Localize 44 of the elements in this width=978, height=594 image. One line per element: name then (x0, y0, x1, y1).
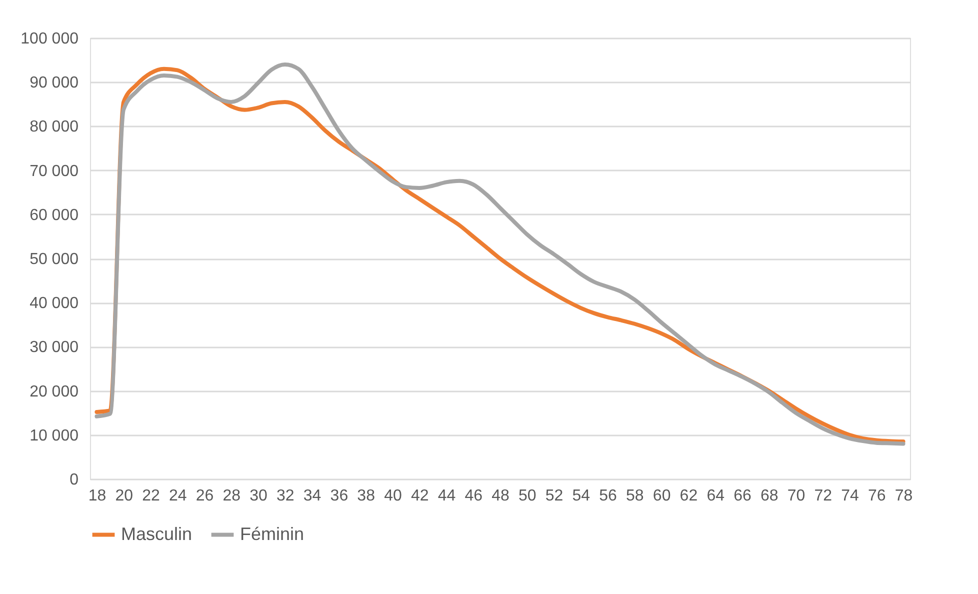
x-tick-label: 24 (168, 488, 187, 504)
x-tick-label: 72 (814, 488, 832, 504)
x-tick-label: 68 (760, 488, 778, 504)
x-tick-label: 32 (276, 488, 294, 504)
x-tick-label: 50 (518, 488, 536, 504)
x-tick-label: 78 (894, 488, 913, 504)
x-tick-label: 70 (787, 488, 806, 504)
x-tick-label: 44 (438, 488, 456, 504)
x-tick-label: 46 (464, 488, 483, 504)
x-tick-label: 48 (492, 488, 510, 504)
y-tick-label: 70 000 (30, 162, 79, 180)
x-tick-label: 74 (841, 488, 860, 504)
y-tick-label: 60 000 (30, 206, 79, 224)
y-tick-label: 80 000 (30, 118, 79, 136)
y-tick-label: 10 000 (30, 427, 79, 444)
x-tick-label: 66 (734, 488, 752, 504)
y-tick-label: 40 000 (30, 295, 79, 312)
x-tick-label: 58 (626, 488, 644, 504)
x-tick-label: 54 (572, 488, 590, 504)
x-tick-label: 64 (706, 488, 725, 504)
x-tick-label: 56 (599, 488, 618, 504)
x-tick-label: 22 (142, 488, 160, 504)
x-tick-label: 52 (545, 488, 564, 504)
x-tick-label: 62 (680, 488, 698, 504)
x-tick-label: 60 (652, 488, 671, 504)
y-tick-label: 0 (70, 472, 79, 488)
x-tick-label: 28 (222, 488, 241, 504)
legend-label: Masculin (121, 524, 192, 544)
y-tick-label: 100 000 (20, 30, 79, 48)
x-tick-label: 38 (357, 488, 376, 504)
x-tick-label: 36 (330, 488, 348, 504)
x-tick-label: 34 (303, 488, 322, 504)
y-tick-label: 90 000 (30, 74, 79, 92)
x-tick-label: 30 (250, 488, 268, 504)
legend-label: Féminin (240, 524, 304, 544)
x-tick-label: 20 (115, 488, 134, 504)
y-tick-label: 50 000 (30, 251, 79, 268)
x-tick-label: 26 (196, 488, 214, 504)
y-tick-label: 30 000 (30, 339, 79, 356)
x-tick-label: 40 (384, 488, 402, 504)
x-tick-label: 42 (410, 488, 429, 504)
x-tick-label: 18 (88, 488, 106, 504)
y-tick-label: 20 000 (30, 383, 79, 400)
x-tick-label: 76 (868, 488, 886, 504)
